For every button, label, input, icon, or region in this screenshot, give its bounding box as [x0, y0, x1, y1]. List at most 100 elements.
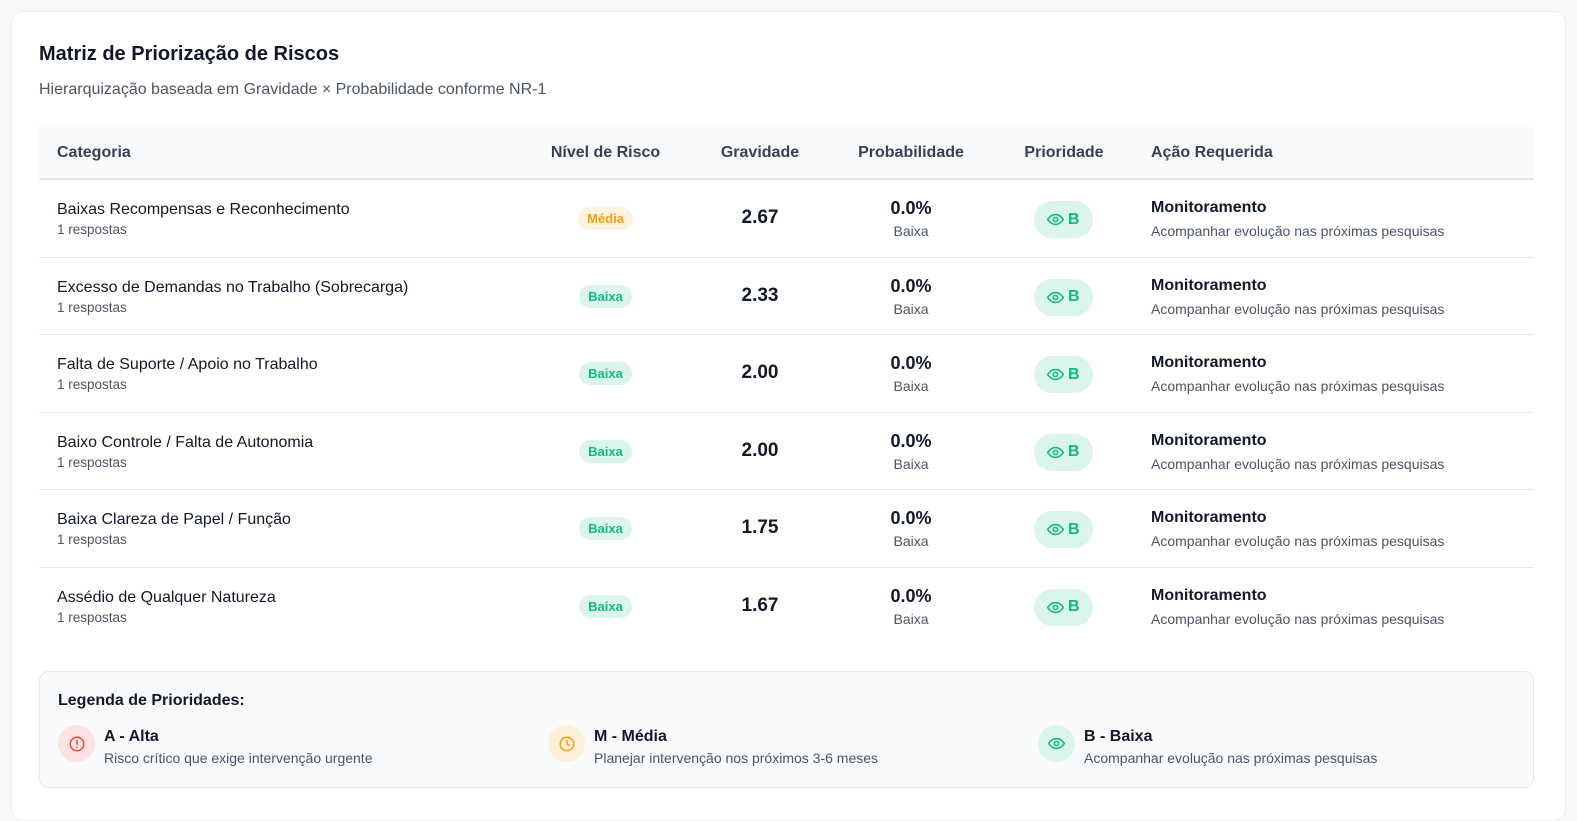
risk-level-cell: Baixa: [549, 439, 662, 463]
category-name: Baixas Recompensas e Reconhecimento: [57, 201, 350, 218]
probability-label: Baixa: [893, 610, 929, 627]
probability-value: 0.0%: [890, 275, 932, 296]
action-title: Monitoramento: [1151, 199, 1267, 216]
action-description: Acompanhar evolução nas próximas pesquis…: [1151, 223, 1445, 239]
legend-item-name: A - Alta: [104, 728, 159, 745]
probability-label: Baixa: [893, 455, 929, 472]
probability-label: Baixa: [893, 223, 929, 239]
table-row: Assédio de Qualquer Natureza 1 respostas B…: [39, 568, 1534, 646]
column-header-prioridade: Prioridade: [1024, 144, 1104, 161]
action-cell: Monitoramento Acompanhar evolução nas pró…: [1151, 353, 1444, 394]
probability-value: 0.0%: [890, 585, 932, 606]
severity-value: 2.33: [741, 284, 779, 306]
table-body: Baixas Recompensas e Reconhecimento 1 res…: [39, 180, 1534, 646]
probability-label: Baixa: [893, 378, 929, 395]
action-description: Acompanhar evolução nas próximas pesquis…: [1151, 455, 1445, 472]
risk-level-cell: Baixa: [549, 362, 662, 386]
eye-icon: [1038, 725, 1075, 762]
table-header: Categoria Nível de Risco Gravidade Proba…: [39, 127, 1534, 180]
page-title: Matriz de Priorização de Riscos: [39, 43, 340, 65]
severity-value: 1.67: [741, 594, 779, 616]
priority-cell: B: [1034, 433, 1093, 471]
risk-level-badge: Baixa: [579, 517, 632, 541]
action-description: Acompanhar evolução nas próximas pesquis…: [1151, 300, 1445, 317]
legend-item-name: B - Baixa: [1084, 728, 1153, 745]
priority-cell: B: [1034, 511, 1093, 549]
category-cell: Excesso de Demandas no Trabalho (Sobreca…: [57, 278, 408, 317]
priority-letter: B: [1068, 210, 1080, 228]
probability-value: 0.0%: [890, 198, 932, 218]
eye-icon: [1047, 211, 1064, 228]
risk-level-badge: Média: [578, 207, 633, 230]
category-name: Assédio de Qualquer Natureza: [57, 588, 276, 606]
table-row: Baixas Recompensas e Reconhecimento 1 res…: [39, 180, 1534, 258]
action-cell: Monitoramento Acompanhar evolução nas pró…: [1151, 431, 1444, 472]
priority-letter: B: [1068, 598, 1080, 616]
priority-letter: B: [1068, 288, 1080, 306]
action-title: Monitoramento: [1151, 509, 1267, 527]
category-name: Excesso de Demandas no Trabalho (Sobreca…: [57, 278, 409, 296]
alert-circle-icon: [58, 725, 95, 762]
action-cell: Monitoramento Acompanhar evolução nas pró…: [1151, 586, 1444, 627]
risk-level-badge: Baixa: [579, 439, 632, 463]
category-cell: Assédio de Qualquer Natureza 1 respostas: [57, 588, 276, 627]
table-row: Falta de Suporte / Apoio no Trabalho 1 re…: [39, 335, 1534, 413]
risk-matrix-card: Matriz de Priorização de Riscos Hierarqu…: [11, 11, 1566, 821]
probability-cell: 0.0% Baixa: [851, 585, 971, 627]
probability-value: 0.0%: [890, 430, 932, 451]
risk-level-cell: Baixa: [549, 284, 662, 308]
priority-cell: B: [1034, 356, 1093, 394]
risk-level-cell: Baixa: [549, 594, 662, 618]
category-name: Baixo Controle / Falta de Autonomia: [57, 433, 314, 451]
column-header-gravidade: Gravidade: [720, 144, 800, 161]
response-count: 1 respostas: [57, 532, 127, 548]
probability-label: Baixa: [893, 300, 929, 317]
priority-badge: B: [1034, 201, 1093, 238]
priority-badge: B: [1034, 356, 1093, 394]
legend-item-description: Risco crítico que exige intervenção urge…: [104, 750, 373, 766]
response-count: 1 respostas: [57, 222, 127, 237]
response-count: 1 respostas: [57, 299, 127, 315]
priority-cell: B: [1034, 278, 1093, 316]
action-description: Acompanhar evolução nas próximas pesquis…: [1151, 610, 1445, 627]
legend-item-name: M - Média: [594, 728, 667, 745]
action-title: Monitoramento: [1151, 586, 1267, 604]
probability-label: Baixa: [893, 533, 929, 550]
priority-letter: B: [1068, 365, 1080, 383]
category-cell: Baixa Clareza de Papel / Função 1 respost…: [57, 510, 291, 549]
column-header-acao: Ação Requerida: [1151, 144, 1273, 161]
priority-badge: B: [1034, 511, 1093, 549]
probability-cell: 0.0% Baixa: [851, 507, 971, 549]
priority-letter: B: [1068, 520, 1080, 538]
eye-icon: [1047, 366, 1064, 383]
severity-value: 2.00: [741, 362, 779, 384]
probability-cell: 0.0% Baixa: [851, 275, 971, 317]
category-cell: Baixas Recompensas e Reconhecimento 1 res…: [57, 200, 350, 239]
eye-icon: [1047, 599, 1064, 616]
priority-letter: B: [1068, 443, 1080, 461]
priority-cell: B: [1034, 588, 1093, 626]
priority-badge: B: [1034, 433, 1093, 471]
action-title: Monitoramento: [1151, 431, 1267, 449]
column-header-probabilidade: Probabilidade: [858, 144, 964, 161]
eye-icon: [1047, 521, 1064, 538]
response-count: 1 respostas: [57, 377, 127, 393]
severity-value: 2.00: [741, 439, 779, 461]
eye-icon: [1047, 444, 1064, 461]
risk-level-badge: Baixa: [579, 594, 632, 618]
response-count: 1 respostas: [57, 454, 127, 470]
risk-level-badge: Baixa: [579, 362, 632, 386]
action-title: Monitoramento: [1151, 354, 1267, 372]
column-header-nivel: Nível de Risco: [550, 144, 661, 161]
page-subtitle: Hierarquização baseada em Gravidade × Pr…: [39, 81, 547, 98]
legend-item-description: Acompanhar evolução nas próximas pesquis…: [1084, 750, 1378, 766]
probability-cell: 0.0% Baixa: [851, 197, 971, 239]
risk-level-cell: Baixa: [549, 517, 662, 541]
table-row: Excesso de Demandas no Trabalho (Sobreca…: [39, 258, 1534, 336]
category-name: Falta de Suporte / Apoio no Trabalho: [57, 356, 318, 374]
probability-value: 0.0%: [890, 508, 932, 529]
legend-item-description: Planejar intervenção nos próximos 3-6 me…: [594, 750, 879, 766]
column-header-categoria: Categoria: [57, 144, 131, 161]
severity-value: 2.67: [741, 207, 779, 228]
probability-value: 0.0%: [890, 353, 932, 374]
